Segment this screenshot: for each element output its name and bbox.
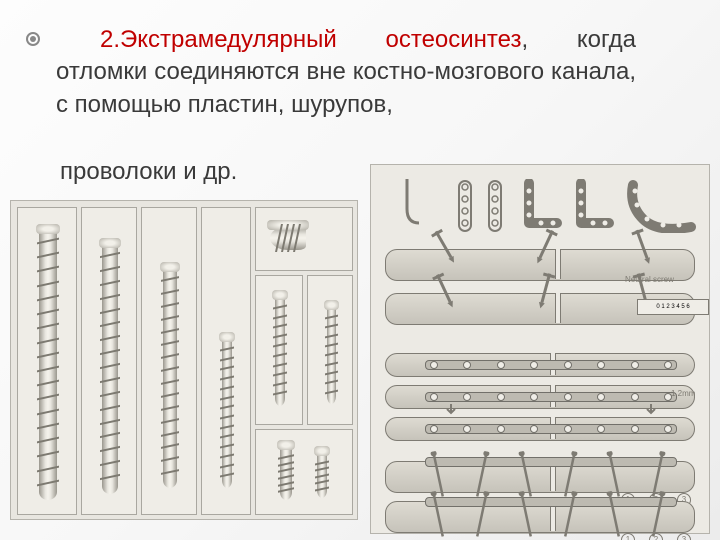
plate-shape (627, 179, 697, 233)
plate-shape (575, 179, 615, 233)
figure-screws (10, 200, 358, 520)
screw-cell (81, 207, 137, 515)
screw (163, 268, 177, 488)
screw-cell (141, 207, 197, 515)
screw (327, 306, 336, 404)
measure-label: 1.2mm (671, 389, 695, 398)
screw-cell (255, 207, 353, 271)
screw-cell (17, 207, 77, 515)
screw (275, 296, 285, 406)
screw (39, 230, 57, 500)
scale: 0 1 2 3 4 5 6 (637, 299, 709, 315)
figure-plates: Neutral screw0 1 2 3 4 5 61.2mm123123 (370, 164, 710, 534)
bullet-icon (26, 32, 40, 46)
step-number: 3 (677, 533, 691, 540)
plate-shape (399, 177, 427, 227)
arrow-icon (645, 403, 657, 415)
screw-cell (201, 207, 251, 515)
plate-shape (487, 179, 503, 233)
arrow-icon (445, 403, 457, 415)
plate-shape (457, 179, 473, 233)
screw (102, 244, 118, 494)
step-number: 2 (649, 533, 663, 540)
body-line2: проволоки и др. (60, 158, 360, 186)
screw (222, 338, 232, 488)
screw-cell (307, 275, 353, 425)
slide: 2.Экстрамедулярный остеосинтез, когда от… (0, 0, 720, 540)
step-number: 1 (621, 533, 635, 540)
screw-cell (255, 275, 303, 425)
screw (317, 452, 327, 498)
diagram-label: Neutral screw (625, 275, 674, 284)
main-text: 2.Экстрамедулярный остеосинтез, когда от… (56, 24, 636, 121)
screw-cell (255, 429, 353, 515)
title: 2.Экстрамедулярный остеосинтез (100, 26, 521, 53)
screw (270, 226, 306, 250)
screw (280, 446, 292, 500)
